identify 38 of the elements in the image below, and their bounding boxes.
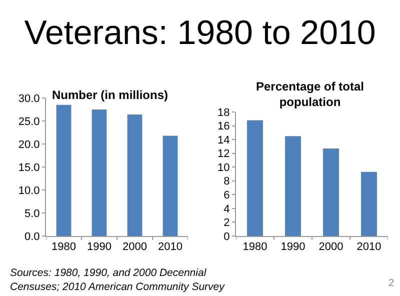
bar [285, 136, 301, 236]
y-tick-label: 10 [218, 162, 230, 174]
y-tick-label: 5.0 [24, 208, 40, 220]
x-tick-label: 1990 [87, 241, 112, 254]
x-tick-label: 2000 [122, 241, 147, 254]
y-tick-label: 16 [218, 120, 230, 133]
bar [56, 104, 72, 236]
y-tick-label: 4 [224, 203, 230, 216]
x-tick-label: 1980 [52, 241, 76, 254]
bar [361, 172, 377, 236]
x-tick-label: 2000 [318, 241, 344, 254]
y-tick-label: 25.0 [18, 116, 40, 128]
chart-title: Percentage of total population [256, 79, 364, 109]
y-tick-label: 20.0 [18, 138, 40, 151]
y-tick-label: 18 [218, 106, 230, 119]
bar [162, 136, 178, 236]
x-tick-label: 1990 [280, 241, 306, 254]
x-tick-label: 2010 [356, 241, 382, 254]
bar [247, 120, 263, 236]
source-note: Sources: 1980, 1990, and 2000 Decennial Censuses; 2010 American Community Survey [10, 266, 226, 294]
y-tick-label: 15.0 [18, 162, 40, 174]
x-tick-label: 1980 [242, 241, 268, 254]
y-tick-label: 6 [224, 190, 230, 202]
y-tick-label: 2 [224, 217, 230, 230]
y-tick-label: 8 [224, 176, 230, 188]
bar [92, 110, 107, 236]
y-tick-label: 30.0 [18, 92, 40, 105]
bar [127, 114, 142, 236]
bar [323, 148, 339, 236]
y-tick-label: 0.0 [24, 230, 40, 243]
text: 2 [388, 278, 394, 289]
y-tick-label: 12 [218, 148, 230, 160]
y-tick-label: 10.0 [18, 184, 40, 197]
text: Veterans: 1980 to 2010 [23, 14, 377, 53]
y-tick-label: 14 [218, 134, 230, 146]
chart-title: Number (in millions) [52, 88, 168, 102]
x-tick-label: 2010 [158, 241, 182, 254]
y-tick-label: 0 [224, 230, 230, 243]
